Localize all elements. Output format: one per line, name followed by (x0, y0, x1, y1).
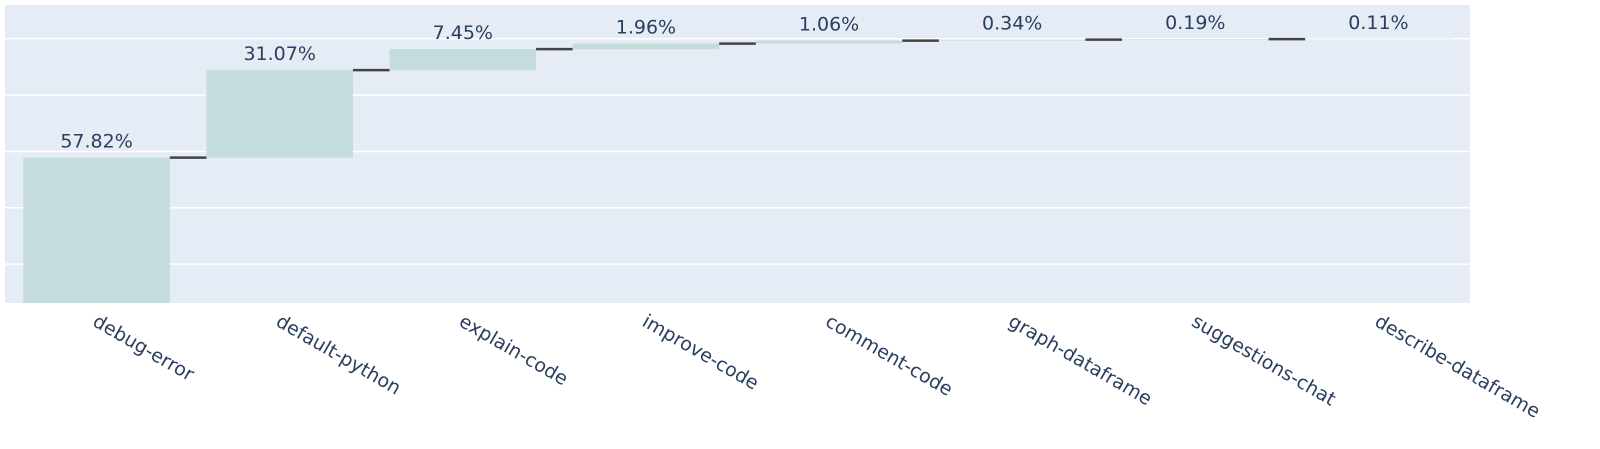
x-tick-label: graph-dataframe (1005, 310, 1156, 410)
value-label: 0.11% (1348, 12, 1408, 34)
x-tick-label: debug-error (89, 310, 198, 386)
bar (1122, 39, 1269, 40)
value-label: 0.19% (1165, 12, 1225, 34)
bar (23, 157, 170, 303)
x-tick-label: suggestions-chat (1188, 310, 1340, 410)
bar (755, 40, 903, 44)
x-tick-label: default-python (272, 310, 404, 399)
x-tick-label: comment-code (822, 310, 957, 401)
value-label: 31.07% (243, 43, 315, 65)
value-label: 1.06% (799, 14, 859, 36)
value-label: 57.82% (60, 131, 132, 153)
bar (938, 39, 1086, 41)
x-tick-label: describe-dataframe (1371, 310, 1544, 423)
bar (206, 70, 353, 158)
bar (572, 43, 720, 50)
x-tick-label: explain-code (455, 310, 571, 390)
bar (389, 49, 537, 71)
value-label: 7.45% (433, 22, 493, 44)
value-label: 0.34% (982, 13, 1042, 35)
value-label: 1.96% (616, 17, 676, 39)
x-tick-label: improve-code (638, 310, 762, 394)
